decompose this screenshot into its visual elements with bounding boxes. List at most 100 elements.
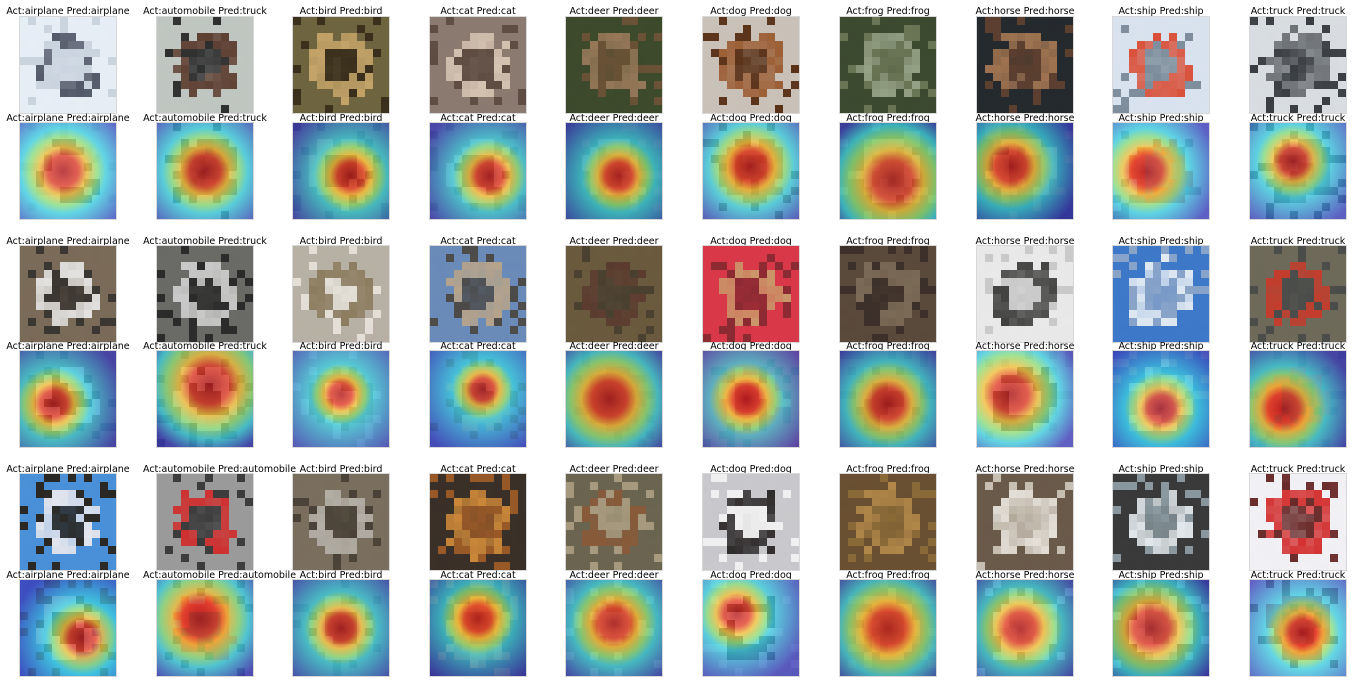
gradcam-image-deer [565,350,663,448]
original-image-caption: Act:horse Pred:horse [975,6,1075,17]
gradcam-image-heatmap-overlay [840,123,936,219]
original-image-bird [292,245,390,343]
gradcam-image-heatmap-overlay [566,351,662,447]
gradcam-image-caption: Act:airplane Pred:airplane [6,341,130,352]
gradcam-image-svg [977,580,1073,676]
gradcam-image-frog [839,122,937,220]
original-image-automobile [156,16,254,114]
original-image-svg [157,17,253,113]
original-image-caption: Act:truck Pred:truck [1250,6,1346,17]
original-image-pixels [840,246,936,342]
original-image-caption: Act:frog Pred:frog [846,6,930,17]
original-image-svg [703,246,799,342]
gradcam-image-heatmap-overlay [20,123,116,219]
original-image-pixels [1113,246,1209,342]
gradcam-image-bird [292,122,390,220]
original-image-svg [430,246,526,342]
gradcam-image-cat [429,350,527,448]
gradcam-image-truck [1249,579,1347,677]
original-image-caption: Act:deer Pred:deer [569,464,659,475]
gradcam-image-truck [1249,122,1347,220]
gradcam-image-svg [1113,123,1209,219]
gradcam-image-heatmap-overlay [20,580,116,676]
gradcam-image-horse [976,579,1074,677]
original-image-pixels [1250,246,1346,342]
gradcam-image-caption: Act:frog Pred:frog [846,570,930,581]
original-image-ship [1112,245,1210,343]
gradcam-image-dog [702,579,800,677]
gradcam-image-heatmap-overlay [840,580,936,676]
original-image-svg [566,17,662,113]
original-image-caption: Act:dog Pred:dog [710,464,792,475]
gradcam-image-caption: Act:deer Pred:deer [569,570,659,581]
original-image-bird [292,473,390,571]
original-image-pixels [566,246,662,342]
original-image-pixels [566,474,662,570]
gradcam-image-svg [293,580,389,676]
original-image-pixels [977,17,1073,113]
gradcam-image-airplane [19,350,117,448]
gradcam-image-heatmap-overlay [1250,123,1346,219]
original-image-deer [565,245,663,343]
gradcam-image-svg [1250,580,1346,676]
gradcam-image-svg [430,351,526,447]
original-image-svg [20,246,116,342]
gradcam-image-heatmap-overlay [1113,123,1209,219]
original-image-pixels [703,474,799,570]
original-image-svg [703,17,799,113]
original-image-pixels [430,17,526,113]
gradcam-image-heatmap-overlay [977,580,1073,676]
gradcam-image-svg [977,123,1073,219]
original-image-caption: Act:airplane Pred:airplane [6,236,130,247]
original-image-pixels [840,474,936,570]
gradcam-image-caption: Act:dog Pred:dog [710,570,792,581]
original-image-pixels [20,474,116,570]
original-image-horse [976,473,1074,571]
gradcam-image-caption: Act:cat Pred:cat [440,570,516,581]
gradcam-image-svg [157,580,253,676]
original-image-frog [839,473,937,571]
original-image-caption: Act:horse Pred:horse [975,236,1075,247]
original-image-svg [293,246,389,342]
gradcam-image-caption: Act:deer Pred:deer [569,113,659,124]
original-image-bird [292,16,390,114]
original-image-pixels [703,17,799,113]
gradcam-image-svg [430,123,526,219]
gradcam-image-caption: Act:horse Pred:horse [975,570,1075,581]
original-image-svg [840,246,936,342]
original-image-svg [566,246,662,342]
original-image-pixels [703,246,799,342]
gradcam-image-ship [1112,350,1210,448]
original-image-ship [1112,473,1210,571]
original-image-svg [430,474,526,570]
original-image-svg [977,474,1073,570]
gradcam-image-svg [703,351,799,447]
gradcam-image-svg [1113,351,1209,447]
original-image-svg [1250,474,1346,570]
original-image-caption: Act:ship Pred:ship [1118,464,1204,475]
original-image-pixels [1250,17,1346,113]
gradcam-image-svg [293,123,389,219]
original-image-pixels [1113,474,1209,570]
original-image-pixels [430,246,526,342]
gradcam-image-caption: Act:truck Pred:truck [1250,341,1346,352]
gradcam-image-caption: Act:frog Pred:frog [846,113,930,124]
original-image-caption: Act:automobile Pred:automobile [143,464,297,475]
original-image-deer [565,16,663,114]
original-image-pixels [840,17,936,113]
gradcam-image-heatmap-overlay [20,351,116,447]
gradcam-image-dog [702,122,800,220]
original-image-svg [977,17,1073,113]
original-image-caption: Act:dog Pred:dog [710,236,792,247]
gradcam-image-svg [430,580,526,676]
gradcam-image-dog [702,350,800,448]
gradcam-image-heatmap-overlay [430,123,526,219]
gradcam-image-heatmap-overlay [1250,580,1346,676]
gradcam-image-heatmap-overlay [157,580,253,676]
gradcam-image-svg [840,123,936,219]
original-image-caption: Act:bird Pred:bird [299,236,383,247]
original-image-caption: Act:airplane Pred:airplane [6,6,130,17]
original-image-caption: Act:automobile Pred:truck [143,6,267,17]
gradcam-image-deer [565,579,663,677]
original-image-svg [1113,246,1209,342]
